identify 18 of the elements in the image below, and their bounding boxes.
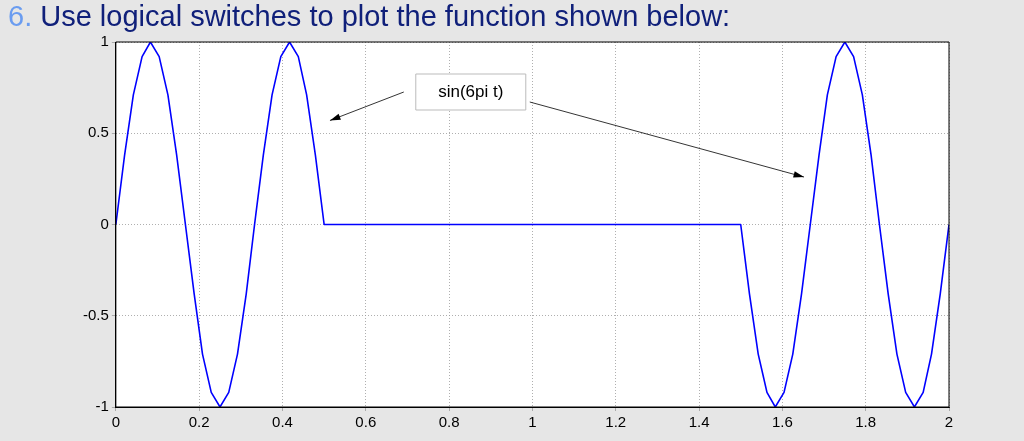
- x-tick-label: 0.2: [188, 413, 210, 431]
- x-tick-label: 2: [944, 413, 954, 431]
- y-tick-label: -0.5: [82, 305, 109, 323]
- x-tick-label: 0.8: [438, 413, 460, 431]
- x-tick-label: 0: [111, 413, 121, 431]
- x-tick-label: 1: [528, 413, 537, 431]
- y-tick-label: 1: [100, 32, 109, 50]
- x-tick-label: 1.2: [605, 413, 627, 431]
- y-tick-label: 0.5: [87, 123, 109, 141]
- x-tick-label: 0.4: [272, 413, 293, 431]
- annotation: sin(6pi t): [438, 81, 504, 101]
- x-tick-label: 1.4: [688, 413, 710, 431]
- x-tick-label: 1.6: [771, 413, 793, 431]
- y-tick-label: -1: [95, 397, 109, 415]
- y-tick-label: 0: [100, 214, 109, 232]
- x-tick-label: 1.8: [855, 413, 877, 431]
- x-tick-label: 0.6: [355, 413, 377, 431]
- chart-title: 6. Use logical switches to plot the function shown below:: [8, 0, 731, 33]
